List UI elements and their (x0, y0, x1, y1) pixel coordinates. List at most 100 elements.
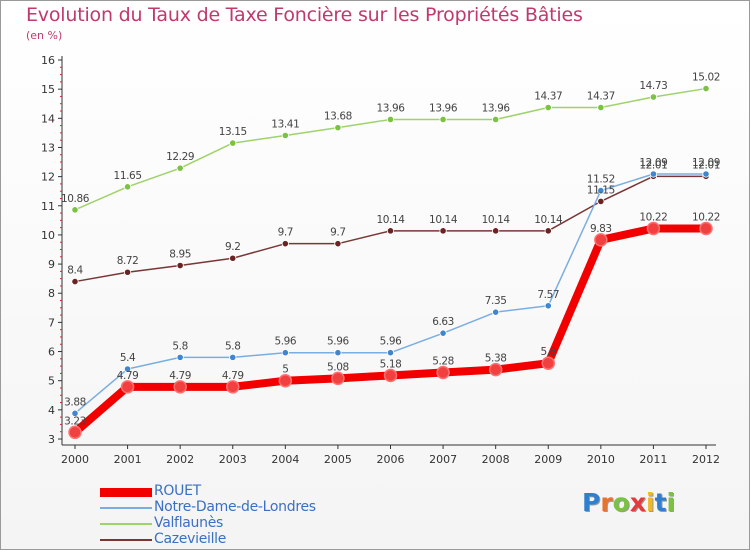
series-point-1 (492, 308, 500, 316)
data-label-1: 6.63 (432, 316, 454, 328)
x-tick-label: 2001 (114, 453, 142, 466)
data-label-1: 5.96 (380, 336, 402, 348)
legend-swatch (100, 539, 152, 541)
series-point-2 (334, 124, 342, 132)
data-label-0: 5.18 (380, 358, 402, 370)
logo-letter: t (654, 488, 667, 517)
y-tick-label: 12 (41, 171, 55, 184)
series-point-0 (331, 371, 345, 386)
x-tick-label: 2003 (219, 453, 247, 466)
series-point-3 (334, 240, 342, 248)
series-point-3 (439, 227, 447, 235)
legend-label: Notre-Dame-de-Londres (154, 499, 316, 515)
series-point-2 (597, 103, 605, 112)
data-label-1: 7.35 (485, 295, 507, 307)
x-tick-label: 2004 (271, 453, 299, 466)
data-label-3: 8.95 (169, 249, 191, 261)
series-point-3 (597, 197, 605, 205)
series-point-2 (439, 115, 447, 124)
legend-swatch (100, 507, 152, 509)
data-label-0: 4.79 (222, 370, 244, 382)
x-tick-label: 2008 (482, 453, 510, 466)
y-tick-label: 4 (48, 404, 55, 417)
x-tick-label: 2012 (692, 453, 720, 466)
series-point-0 (646, 221, 661, 236)
x-tick-label: 2006 (377, 453, 405, 466)
series-point-1 (334, 349, 342, 357)
data-label-2: 13.96 (429, 102, 458, 114)
data-label-0: 5.08 (327, 361, 349, 373)
data-label-0: 10.22 (692, 212, 720, 224)
x-tick-label: 2005 (324, 453, 352, 466)
data-label-1: 12.09 (639, 157, 667, 169)
data-label-3: 9.7 (330, 227, 346, 239)
data-label-1: 5.96 (274, 336, 296, 348)
data-label-3: 10.14 (482, 214, 511, 226)
data-label-3: 12.01 (639, 159, 667, 171)
series-point-2 (702, 84, 710, 93)
series-point-1 (229, 353, 237, 361)
data-label-1: 5.8 (172, 340, 188, 352)
data-label-3: 8.72 (117, 255, 139, 267)
series-point-0 (226, 380, 240, 394)
data-label-1: 5.4 (120, 352, 136, 364)
series-point-0 (699, 221, 713, 236)
logo-letter: i (666, 488, 676, 517)
data-label-1: 12.09 (692, 157, 720, 169)
data-label-3: 8.4 (67, 265, 83, 277)
x-tick-label: 2010 (587, 453, 615, 466)
y-tick-label: 14 (41, 112, 55, 125)
series-point-2 (492, 115, 500, 124)
logo-letter: x (629, 488, 646, 517)
line-chart: 3 4 5 6 7 8 9 10 11 12 13 14 15 16 2000 2001 2002 2003 200… (41, 54, 720, 466)
y-tick-label: 11 (41, 200, 55, 213)
series-point-3 (71, 277, 79, 286)
data-label-0: 3.23 (64, 415, 86, 427)
data-label-0: 10.22 (639, 212, 667, 224)
data-label-2: 13.96 (482, 102, 511, 114)
data-label-0: 5.6 (541, 346, 557, 358)
y-tick-label: 16 (41, 54, 55, 67)
y-tick-label: 7 (48, 316, 55, 329)
y-tick-label: 8 (48, 287, 55, 300)
series-point-3 (229, 254, 237, 262)
y-tick-label: 5 (48, 375, 55, 388)
series-point-0 (68, 425, 82, 440)
data-label-2: 14.37 (587, 91, 615, 103)
logo-letter: r (600, 488, 613, 517)
data-label-2: 14.37 (534, 91, 562, 103)
series-point-3 (544, 227, 552, 235)
series-point-1 (702, 170, 710, 178)
series-point-3 (386, 227, 395, 235)
y-tick-label: 9 (48, 258, 55, 271)
series-point-1 (544, 302, 552, 310)
series-point-3 (281, 240, 289, 248)
data-label-3: 9.7 (278, 227, 294, 239)
data-label-2: 13.96 (376, 102, 405, 114)
series-point-3 (123, 268, 132, 276)
series-point-0 (436, 365, 450, 380)
series-point-2 (281, 131, 289, 140)
series-point-1 (597, 187, 605, 195)
proxiti-logo: Proxiti (582, 488, 675, 517)
series-point-2 (229, 139, 237, 147)
y-tick-label: 6 (48, 346, 55, 359)
series-point-1 (439, 329, 447, 337)
logo-letter: i (646, 488, 655, 517)
series-point-2 (544, 103, 552, 112)
logo-letter: o (612, 488, 630, 517)
series-point-2 (386, 115, 395, 124)
data-label-3: 12.01 (692, 159, 720, 171)
series-point-0 (383, 368, 398, 383)
data-label-0: 5 (282, 364, 288, 376)
series-point-0 (120, 380, 135, 394)
data-label-1: 3.88 (64, 396, 86, 408)
data-label-3: 11.15 (587, 184, 615, 196)
data-label-1: 5.96 (327, 336, 349, 348)
series-point-1 (123, 365, 132, 373)
data-label-2: 14.73 (639, 80, 667, 92)
series-point-3 (492, 227, 500, 235)
legend-label: ROUET (154, 483, 201, 499)
x-tick-label: 2002 (166, 453, 194, 466)
